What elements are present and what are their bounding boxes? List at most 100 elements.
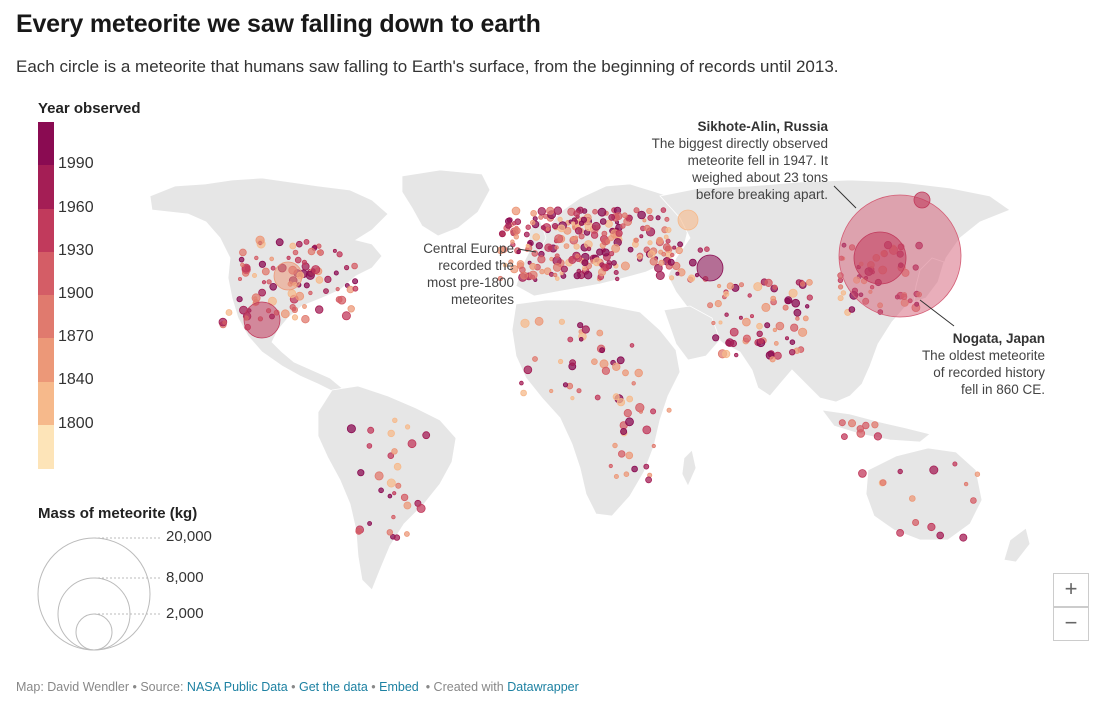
annotation-sikhote-line: before breaking apart. [695, 187, 828, 202]
meteorite-circle [367, 521, 373, 526]
mass-legend-circles [37, 537, 162, 651]
mass-label-20000: 20,000 [166, 528, 212, 545]
meteorite-circle [687, 274, 696, 282]
meteorite-circle [612, 393, 620, 401]
meteorite-circles [218, 191, 981, 542]
meteorite-circle [544, 243, 553, 252]
meteorite-circle [530, 274, 536, 280]
footer-source-label: Source: [140, 680, 184, 694]
meteorite-circle [608, 213, 616, 221]
embed-link[interactable]: Embed [379, 680, 419, 694]
meteorite-circle [567, 336, 574, 343]
meteorite-circle [532, 233, 540, 241]
zoom-out-button[interactable]: − [1053, 607, 1089, 641]
meteorite-circle [239, 248, 247, 257]
meteorite-circle [554, 234, 564, 244]
meteorite-circle [303, 238, 310, 245]
meteorite-circle [897, 468, 903, 475]
meteorite-circle [726, 282, 734, 290]
meteorite-circle [357, 469, 365, 477]
meteorite-circle [750, 314, 755, 319]
annotation-europe-line: Central Europe [423, 241, 514, 256]
meteorite-circle [620, 427, 628, 435]
meteorite-circle [633, 237, 639, 243]
meteorite-circle [974, 471, 981, 477]
annotation-nogata-head: Nogata, Japan [952, 331, 1045, 346]
year-scale-segment [38, 381, 54, 426]
meteorite-circle [520, 271, 529, 280]
meteorite-circle [392, 491, 397, 496]
year-scale-segment [38, 208, 54, 253]
meteorite-circle [261, 280, 267, 285]
meteorite-circle [270, 265, 276, 271]
meteorite-circle [625, 451, 634, 460]
meteorite-circle [577, 322, 584, 329]
meteorite-circle [620, 261, 630, 271]
meteorite-circle [615, 229, 623, 237]
meteorite-circle [672, 245, 677, 250]
year-label-1840: 1840 [58, 371, 94, 388]
meteorite-circle [643, 224, 651, 232]
meteorite-circle [677, 241, 683, 248]
meteorite-circle [688, 258, 697, 267]
meteorite-circle [391, 448, 398, 455]
year-label-1930: 1930 [58, 242, 94, 259]
mass-label-2000: 2,000 [166, 605, 204, 622]
meteorite-circle [530, 210, 537, 217]
meteorite-circle [837, 295, 844, 302]
year-label-1960: 1960 [58, 199, 94, 216]
get-data-link[interactable]: Get the data [299, 680, 368, 694]
meteorite-circle [714, 299, 722, 308]
meteorite-circle [840, 290, 847, 296]
meteorite-circle [738, 315, 743, 320]
meteorite-circle [856, 429, 866, 438]
meteorite-circle [800, 281, 806, 287]
meteorite-circle [848, 306, 856, 313]
meteorite-circle [527, 260, 532, 265]
meteorite-circle [562, 382, 569, 388]
meteorite-circle [291, 314, 299, 321]
meteorite-circle [668, 275, 675, 281]
zoom-in-button[interactable]: + [1053, 573, 1089, 607]
meteorite-circle [355, 527, 363, 535]
datawrapper-link[interactable]: Datawrapper [507, 680, 579, 694]
meteorite-circle [273, 261, 303, 291]
meteorite-circle [386, 529, 393, 536]
meteorite-circle [848, 419, 857, 428]
meteorite-circle [649, 257, 658, 266]
meteorite-circle [677, 209, 699, 231]
year-scale-segment [38, 251, 54, 296]
footer: Map: David Wendler • Source: NASA Public… [16, 680, 579, 694]
annotation-nogata-line: of recorded history [933, 365, 1045, 380]
meteorite-circle [601, 248, 610, 257]
meteorite-circle [772, 284, 778, 290]
meteorite-circle [871, 421, 879, 429]
meteorite-circle [404, 424, 411, 430]
meteorite-circle [770, 295, 777, 302]
land-north-america [149, 177, 389, 393]
meteorite-circle [959, 533, 968, 542]
meteorite-circle [254, 255, 259, 261]
meteorite-circle [549, 388, 554, 394]
meteorite-circle [387, 452, 395, 460]
meteorite-circle [639, 234, 644, 239]
meteorite-circle [554, 253, 560, 259]
meteorite-circle [633, 207, 640, 214]
meteorite-circle [596, 329, 604, 337]
meteorite-circle [642, 218, 647, 223]
meteorite-circle [697, 247, 703, 253]
meteorite-circle [303, 282, 310, 289]
meteorite-circle [225, 309, 233, 316]
meteorite-circle [716, 283, 722, 289]
meteorite-circle [243, 301, 281, 339]
meteorite-circle [599, 359, 609, 369]
meteorite-circle [742, 317, 751, 327]
meteorite-circle [510, 265, 519, 274]
meteorite-circle [571, 221, 576, 226]
meteorite-circle [510, 239, 515, 244]
meteorite-circle [581, 259, 589, 267]
mass-circle-2000 [75, 613, 113, 651]
source-link[interactable]: NASA Public Data [186, 680, 288, 694]
meteorite-circle [352, 278, 359, 285]
